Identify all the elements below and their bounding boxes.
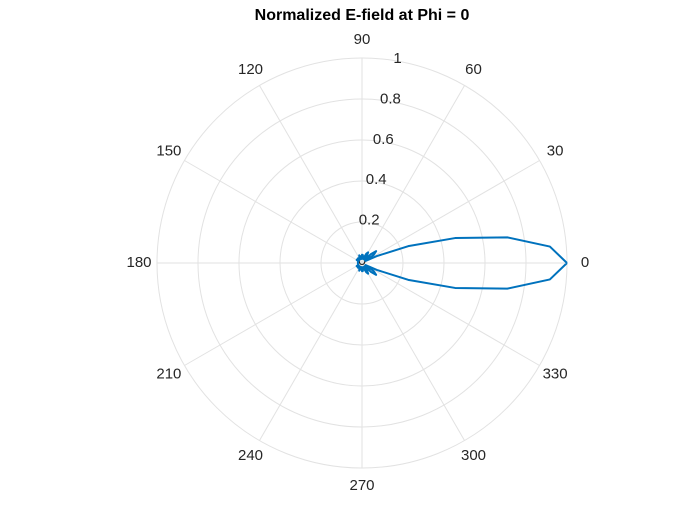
theta-tick-label: 150 bbox=[156, 142, 181, 159]
r-tick-label: 1 bbox=[393, 50, 401, 67]
pattern-line bbox=[355, 236, 568, 290]
grid-spoke bbox=[361, 262, 540, 366]
theta-tick-label: 210 bbox=[156, 365, 181, 382]
theta-tick-label: 240 bbox=[238, 447, 263, 464]
grid-spoke bbox=[361, 85, 465, 264]
theta-tick-label: 90 bbox=[354, 31, 371, 48]
grid-spoke bbox=[361, 262, 465, 441]
theta-tick-label: 180 bbox=[126, 254, 151, 271]
chart-title: Normalized E-field at Phi = 0 bbox=[255, 7, 470, 24]
theta-tick-label: 270 bbox=[349, 477, 374, 494]
grid-spoke bbox=[259, 85, 363, 264]
grid-spoke bbox=[361, 160, 540, 264]
theta-tick-label: 60 bbox=[465, 61, 482, 78]
r-tick-label: 0.2 bbox=[359, 212, 380, 229]
grid-spoke bbox=[259, 262, 363, 441]
r-tick-label: 0 bbox=[358, 252, 366, 269]
grid-spoke bbox=[184, 262, 363, 366]
theta-tick-label: 30 bbox=[547, 142, 564, 159]
grid-spoke bbox=[184, 160, 363, 264]
r-tick-label: 0.4 bbox=[366, 171, 387, 188]
r-tick-label: 0.8 bbox=[380, 90, 401, 107]
theta-tick-label: 0 bbox=[581, 254, 589, 271]
theta-tick-label: 300 bbox=[461, 447, 486, 464]
theta-tick-label: 330 bbox=[543, 365, 568, 382]
theta-tick-label: 120 bbox=[238, 61, 263, 78]
r-tick-label: 0.6 bbox=[373, 131, 394, 148]
